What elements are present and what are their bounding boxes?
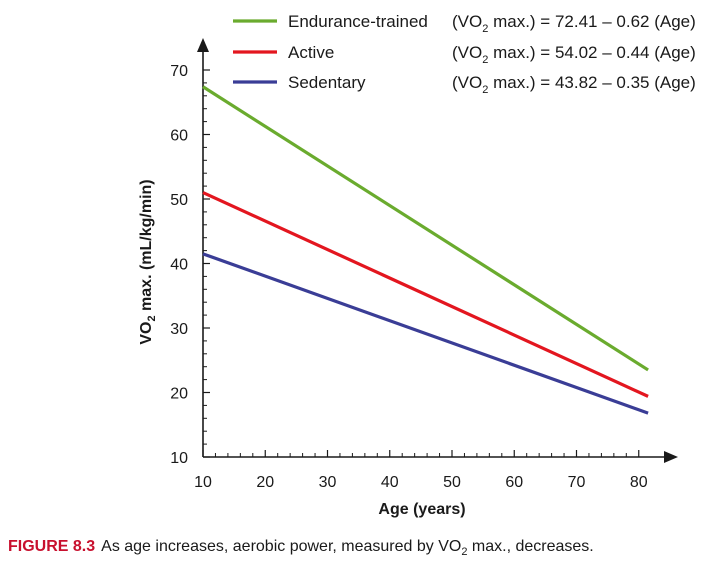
legend-label: Endurance-trained: [288, 12, 428, 31]
legend-label: Sedentary: [288, 73, 366, 92]
legend-equation: (VO2 max.) = 43.82 – 0.35 (Age): [452, 73, 696, 96]
y-tick-label: 60: [170, 128, 188, 145]
x-tick-label: 10: [194, 474, 212, 491]
vo2-age-chart: Endurance-trained (VO2 max.) = 72.41 – 0.…: [138, 12, 696, 518]
figure-label: FIGURE 8.3: [8, 538, 96, 555]
series-line-sedentary: [202, 252, 649, 415]
x-tick-label: 30: [319, 474, 337, 491]
y-tick-label: 50: [170, 192, 188, 209]
y-tick-label: 10: [170, 450, 188, 467]
x-tick-label: 60: [505, 474, 523, 491]
series-line-active: [202, 191, 649, 398]
legend-label: Active: [288, 43, 334, 62]
legend-equation: (VO2 max.) = 54.02 – 0.44 (Age): [452, 43, 696, 66]
legend-equation: (VO2 max.) = 72.41 – 0.62 (Age): [452, 12, 696, 35]
caption-subscript: 2: [461, 546, 468, 559]
y-tick-label: 20: [170, 386, 188, 403]
caption-text-after: max., decreases.: [467, 538, 594, 555]
y-axis-title: VO2 max. (mL/kg/min): [138, 179, 158, 344]
axes: 10 20 30 40 50 60 70 80 10 20 30 40 50 60 70: [170, 38, 678, 491]
y-axis-arrow: [197, 38, 209, 52]
figure-caption: FIGURE 8.3 As age increases, aerobic powe…: [8, 538, 594, 558]
x-tick-label: 70: [568, 474, 586, 491]
y-tick-label: 70: [170, 63, 188, 80]
series-lines: [202, 85, 649, 415]
x-tick-label: 50: [443, 474, 461, 491]
x-tick-label: 20: [256, 474, 274, 491]
y-tick-label: 40: [170, 257, 188, 274]
x-tick-label: 80: [630, 474, 648, 491]
x-axis-title: Age (years): [378, 501, 465, 518]
series-line-endurance-trained: [202, 85, 649, 372]
x-tick-label: 40: [381, 474, 399, 491]
caption-text-before: As age increases, aerobic power, measure…: [101, 538, 462, 555]
y-tick-label: 30: [170, 321, 188, 338]
x-axis-arrow: [664, 451, 678, 463]
legend: Endurance-trained (VO2 max.) = 72.41 – 0.…: [233, 12, 696, 96]
